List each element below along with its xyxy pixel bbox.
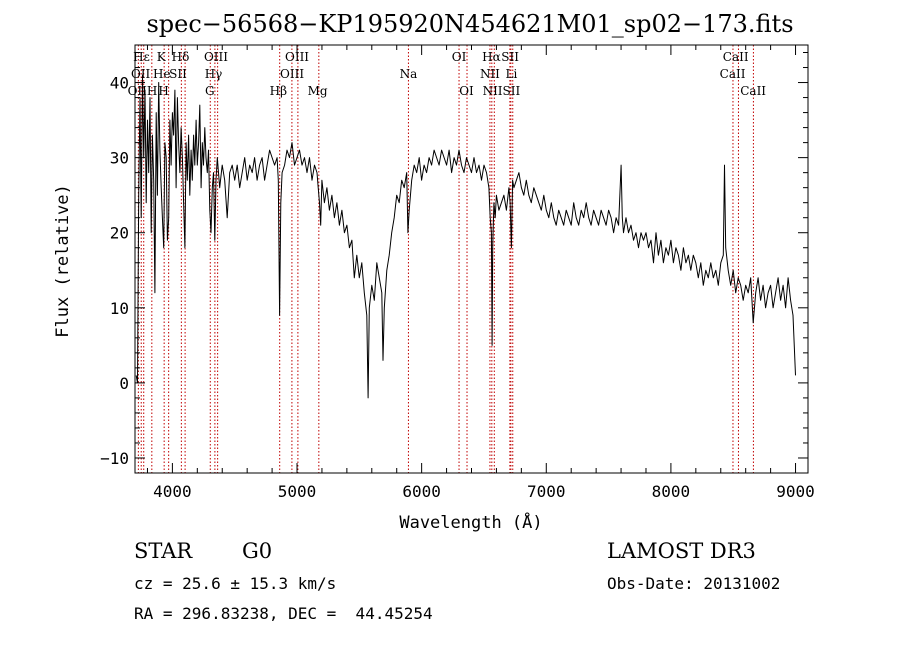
spectral-line-label: K	[157, 50, 167, 64]
x-tick-label: 4000	[153, 482, 192, 501]
x-axis: 4000 5000 6000 7000 8000 9000	[146, 45, 815, 501]
observation-date: Obs-Date: 20131002	[607, 574, 781, 593]
y-tick-label: 10	[110, 299, 129, 318]
spectral-line-label: Hδ	[172, 50, 190, 64]
spectral-line-label: OIII	[280, 67, 304, 81]
plot-frame	[134, 44, 809, 474]
spectral-line-label: Li	[505, 67, 517, 81]
spectral-line-label: CaII	[740, 84, 766, 98]
spectral-line-label: NII	[480, 67, 500, 81]
spectral-line-label: OIII	[285, 50, 309, 64]
chart-title: spec−56568−KP195920N454621M01_sp02−173.f…	[146, 10, 793, 38]
y-axis: −10 0 10 20 30 40	[100, 52, 808, 474]
object-class: STAR	[134, 539, 193, 563]
coordinates: RA = 296.83238, DEC = 44.45254	[134, 604, 433, 623]
spectral-line-label: Hβ	[270, 84, 287, 98]
x-tick-label: 7000	[527, 482, 566, 501]
y-axis-label: Flux (relative)	[53, 184, 73, 338]
spectral-line-label: G	[205, 84, 215, 98]
spectral-line-label: Hε	[133, 50, 150, 64]
spectral-line-label: Na	[400, 67, 418, 81]
y-tick-label: 0	[119, 374, 129, 393]
y-tick-label: 30	[110, 149, 129, 168]
y-tick-label: −10	[100, 449, 129, 468]
spectral-line-label: Hα	[482, 50, 501, 64]
spectral-line-label: OI	[459, 84, 474, 98]
y-tick-label: 40	[110, 74, 129, 93]
data-release: LAMOST DR3	[607, 539, 756, 563]
spectral-line-label: CaII	[723, 50, 749, 64]
spectral-line-label: CaII	[720, 67, 746, 81]
spectral-line-label: Mg	[308, 84, 328, 98]
object-subclass: G0	[242, 539, 273, 563]
spectral-line-label: He	[153, 67, 171, 81]
spectral-line-label: SII	[501, 50, 519, 64]
redshift-velocity: cz = 25.6 ± 15.3 km/s	[134, 574, 337, 593]
x-tick-label: 6000	[402, 482, 441, 501]
spectral-line-label: SII	[169, 67, 187, 81]
y-tick-label: 20	[110, 224, 129, 243]
x-tick-label: 5000	[278, 482, 317, 501]
spectral-line-markers	[137, 45, 754, 473]
spectral-line-label: OII	[131, 67, 151, 81]
x-tick-label: 9000	[776, 482, 815, 501]
x-tick-label: 8000	[652, 482, 691, 501]
series-line	[135, 74, 796, 399]
spectral-line-label: H	[158, 84, 168, 98]
flux-series	[135, 74, 796, 399]
x-axis-label: Wavelength (Å)	[399, 511, 542, 533]
spectral-line-label: OI	[452, 50, 467, 64]
spectral-line-label: NIISII	[483, 84, 521, 98]
spectral-line-label: Hγ	[205, 67, 223, 81]
spectral-line-label: OIII	[204, 50, 228, 64]
